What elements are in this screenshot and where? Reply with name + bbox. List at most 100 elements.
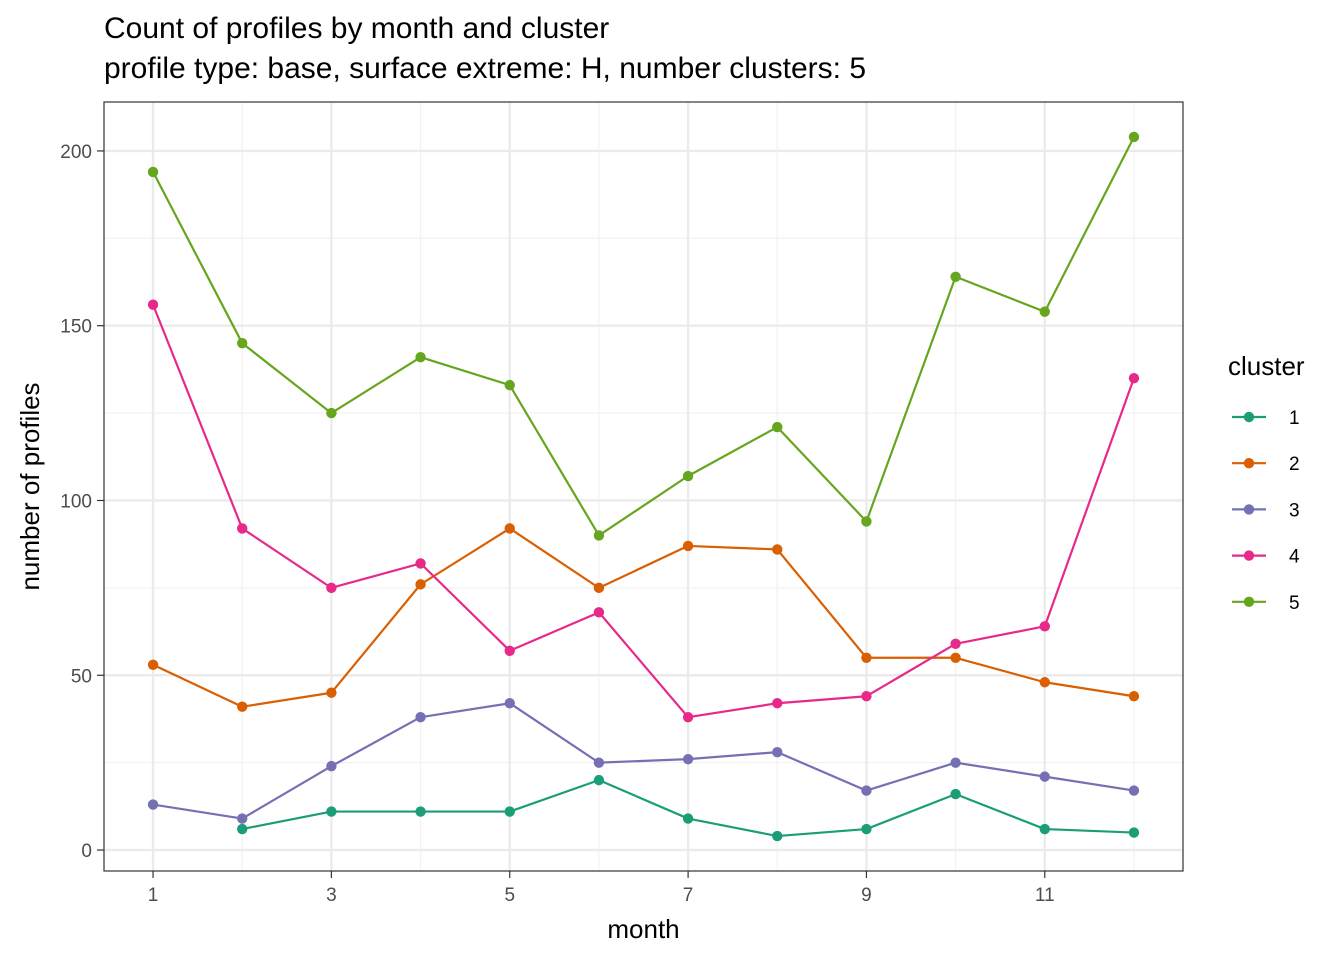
series-4-point <box>772 698 783 709</box>
y-axis-title: number of profiles <box>15 382 45 590</box>
series-1-point <box>950 788 961 800</box>
series-5-point <box>326 407 337 419</box>
series-5-point <box>593 530 605 541</box>
legend-label: 1 <box>1289 408 1300 429</box>
series-5-point <box>950 271 961 282</box>
legend-item-4: 4 <box>1232 547 1300 568</box>
series-3 <box>147 698 1140 824</box>
series-3-point <box>682 753 694 765</box>
series-2-point <box>326 687 337 698</box>
legend-item-2: 2 <box>1232 454 1300 475</box>
series-2-point <box>147 659 159 670</box>
series-3-point <box>326 760 337 772</box>
series-4-point <box>682 712 694 723</box>
y-tick-label: 50 <box>71 666 92 687</box>
plot-panel-background <box>104 102 1183 871</box>
x-tick-label: 9 <box>861 885 872 906</box>
series-1-point <box>682 813 694 824</box>
x-axis: 1 3 5 7 9 11 <box>148 871 1055 906</box>
series-2-point <box>237 701 248 712</box>
series-5-point <box>415 351 426 363</box>
series-3-point <box>1039 771 1050 782</box>
series-4-point <box>950 638 961 649</box>
series-4-point <box>593 607 605 618</box>
legend-item-5: 5 <box>1232 593 1300 614</box>
series-5-point <box>237 337 248 349</box>
series-3-point <box>237 813 248 824</box>
legend-key-point <box>1243 550 1255 561</box>
series-2-point <box>772 544 783 555</box>
legend-key-point <box>1243 411 1255 423</box>
series-1 <box>237 774 1140 842</box>
series-5-point <box>1128 131 1140 143</box>
series-4 <box>147 299 1140 723</box>
series-1-point <box>415 806 426 817</box>
series-1-point <box>861 823 872 835</box>
series-3-point <box>504 698 515 709</box>
x-tick-label: 1 <box>148 885 159 906</box>
series-3-line <box>152 702 1135 820</box>
legend-item-1: 1 <box>1232 408 1300 429</box>
grid-lines <box>104 102 1183 871</box>
series-2-point <box>415 579 426 590</box>
x-axis-title: month <box>607 914 679 944</box>
y-axis: 0 50 100 150 200 <box>60 142 104 862</box>
y-tick-label: 0 <box>81 841 92 862</box>
series-3-point <box>950 757 961 768</box>
legend-label: 3 <box>1289 500 1300 521</box>
legend-item-3: 3 <box>1232 500 1300 521</box>
series-3-point <box>772 746 783 758</box>
series-2-point <box>1128 691 1140 702</box>
x-tick-label: 3 <box>326 885 337 906</box>
series-5 <box>147 131 1140 541</box>
chart-title: Count of profiles by month and cluster <box>104 12 609 45</box>
chart-subtitle: profile type: base, surface extreme: H, … <box>104 52 866 85</box>
series-4-point <box>861 691 872 702</box>
series-4-point <box>147 299 159 310</box>
series-2-point <box>861 652 872 663</box>
series-3-point <box>415 712 426 723</box>
series-4-point <box>237 523 248 534</box>
series-4-point <box>1039 621 1050 632</box>
series-2-line <box>152 527 1135 708</box>
series-5-point <box>682 470 694 482</box>
series-1-point <box>326 806 337 817</box>
series-4-point <box>415 558 426 569</box>
series-2-point <box>593 582 605 594</box>
series-5-point <box>504 379 515 391</box>
series-1-point <box>504 806 515 817</box>
series-2-point <box>504 523 515 534</box>
series-5-point <box>1039 306 1050 317</box>
plot-panel-border <box>103 101 1184 872</box>
series-3-point <box>1128 785 1140 796</box>
series-3-point <box>861 785 872 796</box>
legend: 1 2 3 4 5 <box>1232 408 1300 614</box>
series-4-point <box>326 582 337 594</box>
x-tick-label: 11 <box>1035 885 1055 906</box>
series-1-point <box>1039 823 1050 835</box>
series-5-point <box>861 516 872 527</box>
series-5-point <box>147 166 159 178</box>
series-2-point <box>1039 677 1050 688</box>
legend-key-point <box>1243 596 1255 607</box>
series-1-point <box>1128 827 1140 838</box>
x-tick-label: 5 <box>504 885 515 906</box>
y-tick-label: 100 <box>60 491 92 512</box>
series-lines <box>147 131 1140 842</box>
series-3-point <box>593 757 605 768</box>
series-4-point <box>1128 372 1140 384</box>
x-tick-label: 7 <box>683 885 694 906</box>
legend-label: 2 <box>1289 454 1300 475</box>
series-5-line <box>152 136 1135 537</box>
series-2 <box>147 523 1140 712</box>
y-tick-label: 200 <box>60 142 92 163</box>
series-3-point <box>147 799 159 810</box>
legend-label: 4 <box>1289 547 1300 568</box>
series-1-point <box>593 774 605 786</box>
series-1-point <box>237 823 248 835</box>
series-2-point <box>682 540 694 552</box>
legend-title: cluster <box>1228 351 1305 381</box>
legend-key-point <box>1243 458 1255 469</box>
series-5-point <box>772 421 783 433</box>
